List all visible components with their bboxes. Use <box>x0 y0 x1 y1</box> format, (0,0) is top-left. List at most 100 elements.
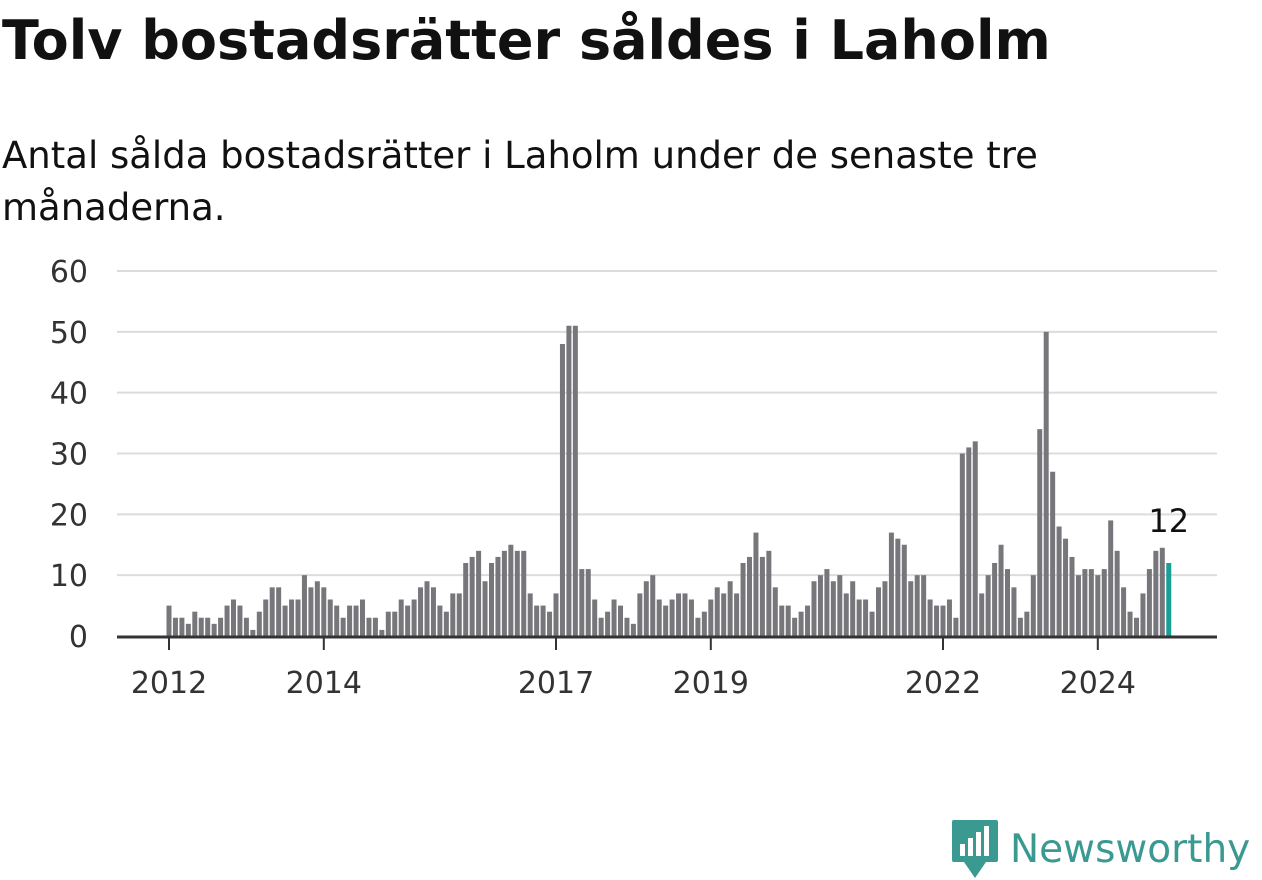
bar <box>740 563 746 636</box>
bar <box>385 611 391 636</box>
bar <box>179 617 185 636</box>
bar <box>205 617 211 636</box>
bar <box>301 575 307 636</box>
bar <box>1030 575 1036 636</box>
bar <box>231 599 236 636</box>
bar <box>630 623 636 636</box>
bar <box>721 593 727 636</box>
bar <box>566 325 572 636</box>
y-axis-ticks: 0 10 20 30 40 50 60 <box>50 255 88 655</box>
bar <box>340 617 346 636</box>
bar <box>501 550 507 636</box>
bar <box>850 581 856 636</box>
x-tick-label: 2019 <box>673 666 749 701</box>
bar <box>669 599 675 636</box>
bar <box>753 532 759 636</box>
bar <box>218 617 224 636</box>
bar <box>592 599 598 636</box>
bar <box>618 605 623 636</box>
y-tick-label: 40 <box>50 377 88 412</box>
bar <box>553 593 559 636</box>
bar <box>695 617 701 636</box>
bar <box>747 556 752 636</box>
bar <box>540 605 546 636</box>
bar <box>379 629 385 636</box>
bar <box>450 593 456 636</box>
bar <box>830 581 836 636</box>
bar <box>308 587 314 636</box>
newsworthy-logo-text: Newsworthy <box>1010 826 1251 872</box>
bar <box>824 569 830 636</box>
bar <box>908 581 914 636</box>
bar <box>334 605 340 636</box>
bar <box>282 605 288 636</box>
bar-highlight <box>1166 563 1172 636</box>
bar <box>1140 593 1146 636</box>
bar <box>1095 575 1101 636</box>
bar <box>914 575 920 636</box>
bar <box>463 563 469 636</box>
bar <box>1005 569 1010 636</box>
bar <box>1108 520 1114 636</box>
bar <box>437 605 443 636</box>
bar <box>185 623 191 636</box>
bar <box>966 447 972 636</box>
bar <box>321 587 327 636</box>
bar <box>579 569 585 636</box>
x-tick-label: 2014 <box>286 666 362 701</box>
bar <box>1011 587 1017 636</box>
bar <box>643 581 649 636</box>
bar <box>772 587 778 636</box>
bar <box>347 605 353 636</box>
bar <box>521 550 527 636</box>
bar <box>856 599 862 636</box>
bar <box>1017 617 1023 636</box>
bar <box>585 569 591 636</box>
bar <box>1153 550 1159 636</box>
bar <box>1024 611 1030 636</box>
bar <box>411 599 417 636</box>
bar <box>843 593 849 636</box>
bar <box>1069 556 1075 636</box>
x-tick-label: 2022 <box>905 666 981 701</box>
bar <box>489 563 494 636</box>
bar <box>624 617 630 636</box>
bar <box>901 544 907 636</box>
bar <box>314 581 320 636</box>
bar <box>1056 526 1062 636</box>
bar <box>572 325 578 636</box>
bar <box>360 599 365 636</box>
bar <box>198 617 204 636</box>
bar <box>237 605 243 636</box>
bar <box>805 605 811 636</box>
bar <box>863 599 869 636</box>
bar-chart: 0 10 20 30 40 50 60 2012 2014 2017 2019 2022 2024 1… <box>50 255 1217 701</box>
y-tick-label: 60 <box>50 255 88 290</box>
bar <box>792 617 798 636</box>
bar <box>921 575 927 636</box>
bar <box>598 617 604 636</box>
bar <box>656 599 662 636</box>
bar <box>888 532 894 636</box>
bar <box>663 605 669 636</box>
bar <box>456 593 462 636</box>
bar <box>443 611 449 636</box>
bar <box>985 575 991 636</box>
bar <box>946 599 952 636</box>
x-tick-label: 2024 <box>1060 666 1136 701</box>
newsworthy-logo: Newsworthy <box>950 818 1250 880</box>
newsworthy-logo-icon <box>952 820 998 878</box>
bar <box>734 593 740 636</box>
bar <box>418 587 424 636</box>
bar <box>798 611 804 636</box>
bar <box>514 550 520 636</box>
x-tick-label: 2012 <box>131 666 207 701</box>
bar <box>1050 471 1056 636</box>
bar <box>224 605 230 636</box>
bar <box>837 575 843 636</box>
highlight-label: 12 <box>1148 502 1189 540</box>
bar <box>759 556 765 636</box>
bar <box>1088 569 1094 636</box>
bar <box>876 587 881 636</box>
bar <box>1146 569 1152 636</box>
